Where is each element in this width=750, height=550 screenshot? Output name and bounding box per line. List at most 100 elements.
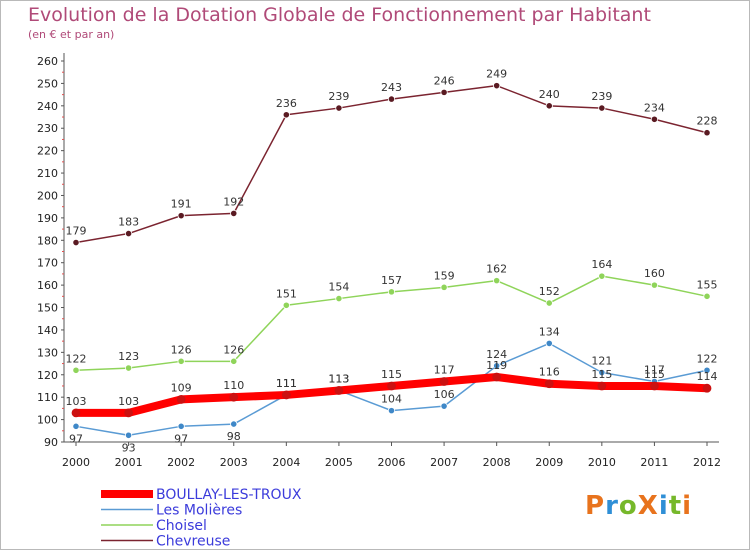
x-tick-label: 2012	[693, 456, 721, 469]
data-label: 240	[539, 88, 560, 101]
data-label: 243	[381, 81, 402, 94]
data-label: 228	[697, 115, 718, 128]
data-label: 111	[276, 377, 297, 390]
data-point	[176, 395, 186, 404]
y-tick-label: 120	[37, 369, 58, 382]
data-label: 159	[434, 269, 455, 282]
y-tick-label: 250	[37, 77, 58, 90]
data-label: 157	[381, 274, 402, 287]
x-tick-label: 2004	[272, 456, 300, 469]
data-label: 239	[591, 90, 612, 103]
data-point	[334, 386, 344, 395]
y-tick-label: 140	[37, 324, 58, 337]
chart-subtitle: (en € et par an)	[28, 28, 115, 41]
data-point	[598, 104, 606, 112]
data-point	[702, 383, 712, 393]
data-label: 192	[223, 195, 244, 208]
y-tick-label: 170	[37, 257, 58, 270]
data-point	[703, 366, 711, 374]
data-point	[492, 372, 502, 382]
data-label: 117	[644, 363, 665, 376]
logo-letter: r	[605, 491, 619, 521]
x-tick-label: 2005	[325, 456, 353, 469]
proxiti-logo: ProXiti	[585, 491, 692, 521]
data-point	[71, 408, 81, 418]
data-point	[387, 288, 396, 296]
y-tick-label: 90	[44, 436, 58, 449]
data-label: 97	[174, 432, 188, 445]
x-tick-label: 2006	[378, 456, 406, 469]
data-label: 97	[69, 432, 83, 445]
data-point	[282, 301, 290, 309]
data-label: 179	[66, 225, 87, 238]
data-point	[335, 104, 343, 112]
data-point	[545, 299, 553, 307]
data-point	[282, 111, 290, 119]
logo-letter: i	[658, 491, 669, 521]
y-tick-label: 210	[37, 167, 58, 180]
data-point	[335, 294, 343, 303]
legend-label: Les Molières	[156, 503, 242, 519]
chart-title: Evolution de la Dotation Globale de Fonc…	[28, 4, 651, 26]
data-point	[124, 408, 133, 418]
data-label: 183	[118, 216, 139, 229]
y-tick-label: 230	[37, 122, 58, 135]
data-point	[440, 402, 448, 410]
y-tick-label: 130	[37, 346, 58, 359]
data-point	[545, 339, 553, 347]
data-point	[281, 390, 291, 400]
data-label: 109	[171, 381, 192, 394]
data-label: 114	[697, 370, 718, 383]
data-label: 121	[591, 355, 612, 368]
data-label: 119	[486, 359, 507, 372]
legend-label: Choisel	[156, 518, 207, 534]
y-tick-label: 220	[37, 145, 58, 158]
data-point	[124, 431, 133, 439]
data-label: 236	[276, 97, 297, 110]
data-label: 134	[539, 325, 560, 338]
data-label: 103	[118, 395, 139, 408]
data-point	[387, 95, 396, 103]
data-point	[598, 272, 606, 280]
data-point	[440, 283, 448, 291]
data-point	[72, 422, 80, 430]
data-label: 103	[66, 395, 87, 408]
data-label: 113	[328, 372, 349, 385]
x-tick-label: 2009	[535, 456, 563, 469]
x-tick-label: 2001	[115, 456, 143, 469]
data-label: 106	[434, 388, 455, 401]
y-tick-label: 110	[37, 391, 58, 404]
data-label: 116	[539, 366, 560, 379]
data-label: 154	[328, 281, 349, 294]
data-point	[493, 82, 501, 90]
data-label: 117	[434, 363, 455, 376]
data-label: 162	[486, 263, 507, 276]
y-tick-label: 260	[37, 55, 58, 68]
legend-label: Chevreuse	[156, 534, 230, 550]
y-tick-label: 180	[37, 234, 58, 247]
data-label: 151	[276, 287, 297, 300]
data-point	[387, 407, 396, 415]
x-tick-label: 2011	[640, 456, 668, 469]
y-tick-label: 190	[37, 212, 58, 225]
data-label: 234	[644, 101, 665, 114]
data-label: 93	[122, 441, 136, 454]
data-point	[177, 422, 185, 430]
logo-letter: o	[618, 491, 638, 521]
x-tick-label: 2010	[588, 456, 616, 469]
data-label: 111	[276, 377, 297, 390]
x-tick-label: 2007	[430, 456, 458, 469]
logo-letter: P	[585, 491, 606, 521]
data-point	[440, 88, 448, 96]
data-point	[230, 357, 238, 365]
y-tick-label: 150	[37, 302, 58, 315]
y-tick-label: 160	[37, 279, 58, 292]
data-label: 98	[227, 430, 241, 443]
data-point	[493, 277, 501, 285]
data-label: 155	[697, 278, 718, 291]
data-label: 115	[644, 368, 665, 381]
data-point	[177, 212, 185, 220]
x-tick-label: 2002	[167, 456, 195, 469]
